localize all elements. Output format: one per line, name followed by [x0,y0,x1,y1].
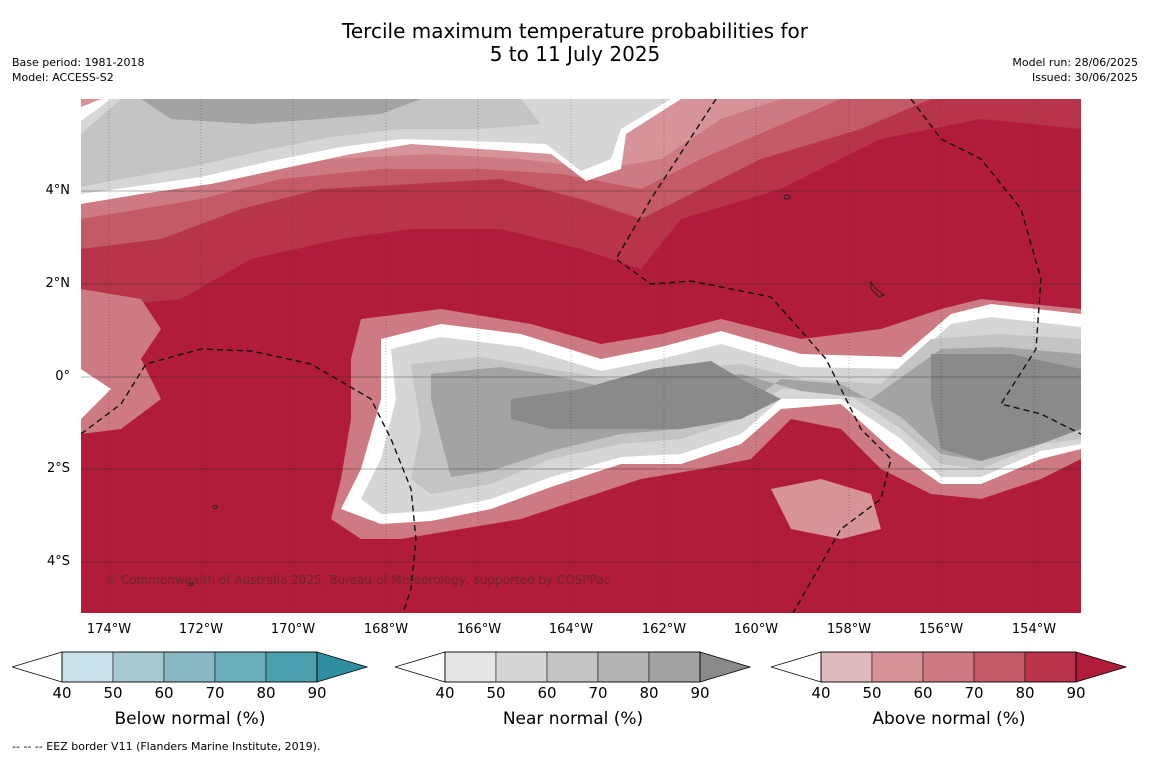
tick-below-60: 60 [154,684,174,702]
colorbar-below-swatch [163,651,216,683]
colorbar-near-max [699,651,751,683]
lon-label-156w: 156°W [918,622,964,637]
colorbar-near-swatch [648,651,701,683]
lon-label-160w: 160°W [733,622,779,637]
colorbar-below-swatches [61,651,318,683]
title-line-2: 5 to 11 July 2025 [489,42,661,66]
islands [188,194,886,586]
colorbar-below-swatch [265,651,318,683]
colorbar-above-title: Above normal (%) [872,709,1026,729]
colorbar-near-swatch [546,651,599,683]
tick-above-60: 60 [913,684,933,702]
field-above-pink-south [771,479,881,539]
lat-label-4n: 4°N [45,183,71,198]
colorbar-above-swatches [820,651,1077,683]
colorbar-below-title: Below normal (%) [114,709,266,729]
tick-below-40: 40 [52,684,72,702]
tick-near-60: 60 [537,684,557,702]
colorbar-below-swatch [61,651,114,683]
colorbar-below-max [316,651,368,683]
map-canvas [81,99,1081,613]
lon-label-172w: 172°W [178,622,224,637]
lon-label-164w: 164°W [548,622,594,637]
colorbar-above-max [1075,651,1127,683]
colorbar-above-swatch [922,651,975,683]
field-near-west-border [81,369,111,419]
tick-above-50: 50 [862,684,882,702]
title-line-1: Tercile maximum temperature probabilitie… [342,19,808,43]
probability-map [81,99,1081,613]
colorbar-above-swatch [871,651,924,683]
lat-label-4s: 4°S [46,554,70,569]
tick-near-50: 50 [486,684,506,702]
model-run: Model run: 28/06/2025 [1012,56,1138,69]
colorbar-above-swatch [1024,651,1077,683]
issued-date: Issued: 30/06/2025 [1031,71,1138,84]
tick-near-80: 80 [639,684,659,702]
lon-label-154w: 154°W [1011,622,1057,637]
colorbar-near [395,651,751,683]
lon-label-166w: 166°W [456,622,502,637]
field-near-center-darker [511,354,1081,461]
colorbar-near-swatch [597,651,650,683]
eez-line-east [910,99,1081,435]
colorbar-near-swatch [495,651,548,683]
tick-above-80: 80 [1015,684,1035,702]
colorbar-below-swatch [214,651,267,683]
tick-below-80: 80 [256,684,276,702]
lon-label-170w: 170°W [270,622,316,637]
tick-below-50: 50 [103,684,123,702]
field-near-north-dark [141,99,421,124]
eez-footnote: -- -- -- EEZ border V11 (Flanders Marine… [12,740,321,753]
model-name: Model: ACCESS-S2 [12,71,114,84]
colorbar-below [12,651,368,683]
field-near-center-dark [431,347,1081,477]
lat-label-eq: 0° [55,369,70,384]
meta-left: Base period: 1981-2018 Model: ACCESS-S2 [12,55,144,85]
colorbar-near-swatches [444,651,701,683]
tick-near-70: 70 [588,684,608,702]
tick-above-40: 40 [811,684,831,702]
copyright-notice: © Commonwealth of Australia 2025, Bureau… [105,573,611,587]
colorbar-below-swatch [112,651,165,683]
lat-label-2s: 2°S [46,461,70,476]
lon-label-168w: 168°W [363,622,409,637]
colorbar-above [771,651,1127,683]
lon-label-174w: 174°W [86,622,132,637]
lat-grid [81,190,1081,563]
colorbar-near-title: Near normal (%) [502,709,644,729]
tick-near-40: 40 [435,684,455,702]
field-near-north-mid [81,99,541,187]
tick-above-90: 90 [1066,684,1086,702]
lon-label-162w: 162°W [641,622,687,637]
tick-near-90: 90 [690,684,710,702]
tick-below-90: 90 [307,684,327,702]
lon-label-158w: 158°W [826,622,872,637]
eez-line-west [81,348,417,613]
tick-below-70: 70 [205,684,225,702]
colorbar-above-swatch [973,651,1026,683]
colorbar-near-swatch [444,651,497,683]
base-period: Base period: 1981-2018 [12,56,145,69]
colorbar-above-swatch [820,651,873,683]
meta-right: Model run: 28/06/2025 Issued: 30/06/2025 [1012,55,1138,85]
lat-label-2n: 2°N [45,276,71,291]
map-title: Tercile maximum temperature probabilitie… [0,20,1150,66]
tick-above-70: 70 [964,684,984,702]
